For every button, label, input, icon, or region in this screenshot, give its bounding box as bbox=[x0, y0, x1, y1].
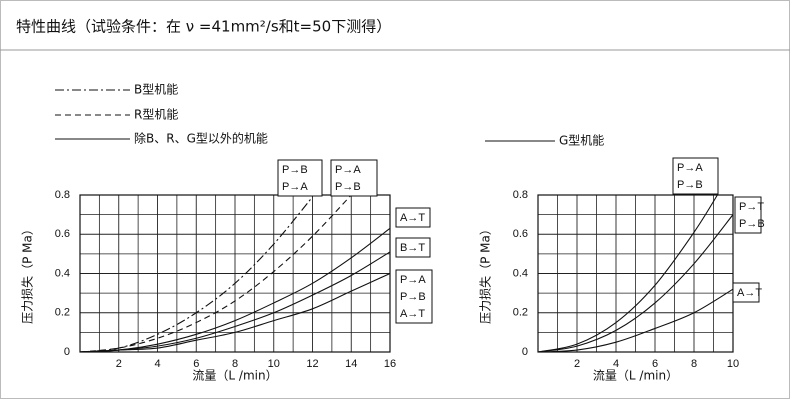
curve-label-box bbox=[734, 196, 762, 234]
curve-label-text: P→B bbox=[739, 218, 765, 230]
curve-label-text: P→A bbox=[282, 181, 308, 193]
curve-label-text: P→T bbox=[739, 201, 764, 213]
curve-label-text: P→B bbox=[282, 164, 308, 176]
curve-label: B→T bbox=[395, 237, 431, 258]
curve-label-box bbox=[732, 282, 760, 303]
legend-label: G型机能 bbox=[559, 134, 604, 148]
x-tick-label: 2 bbox=[574, 358, 580, 370]
curve-label-text: A→T bbox=[737, 287, 762, 299]
x-tick-label: 16 bbox=[384, 358, 396, 370]
curve-label-text: P→A bbox=[677, 162, 703, 174]
curve-label-text: P→B bbox=[677, 179, 703, 191]
x-tick-label: 6 bbox=[193, 358, 199, 370]
y-tick-label: 0.8 bbox=[513, 189, 528, 201]
curve bbox=[537, 194, 718, 353]
y-tick-label: 0 bbox=[64, 346, 70, 358]
legend-label: 除B、R、G型以外的机能 bbox=[134, 131, 268, 146]
curve-label: P→A P→B A→T bbox=[395, 269, 433, 324]
curve-label-box bbox=[277, 159, 323, 197]
curve-label-box bbox=[395, 237, 431, 258]
y-tick-label: 0.4 bbox=[55, 267, 70, 279]
curve-label-text: P→A bbox=[335, 164, 361, 176]
y-axis-label: 压力损失（P Ma） bbox=[20, 223, 35, 324]
x-axis-label: 流量（L /min） bbox=[192, 369, 277, 383]
x-tick-label: 8 bbox=[232, 358, 238, 370]
curve-label-text: P→B bbox=[335, 181, 361, 193]
header-title: 特性曲线（试验条件：在 ν =41mm²/s和t=50下测得） bbox=[16, 18, 391, 36]
curve-label-text: B→T bbox=[400, 242, 425, 254]
y-tick-label: 0.2 bbox=[513, 307, 528, 319]
y-tick-label: 0.2 bbox=[55, 307, 70, 319]
curve-label-text: A→T bbox=[400, 212, 425, 224]
x-tick-label: 8 bbox=[691, 358, 697, 370]
x-tick-label: 12 bbox=[306, 358, 318, 370]
curve bbox=[537, 214, 734, 353]
curve-label-text: A→T bbox=[400, 308, 425, 320]
y-axis-label: 压力损失（P Ma） bbox=[478, 223, 493, 324]
curve-label-box bbox=[395, 269, 433, 324]
y-tick-label: 0 bbox=[522, 346, 528, 358]
x-tick-label: 14 bbox=[345, 358, 357, 370]
x-tick-label: 4 bbox=[613, 358, 619, 370]
legend-label: R型机能 bbox=[134, 108, 178, 122]
curve-label: P→T P→B bbox=[734, 196, 765, 234]
x-axis-label: 流量（L /min） bbox=[593, 369, 678, 383]
curve bbox=[79, 194, 352, 353]
curve-label: A→T bbox=[395, 207, 431, 228]
curve-label-box bbox=[395, 207, 431, 228]
curve-label-text: P→B bbox=[400, 291, 426, 303]
curve-label: A→T bbox=[732, 282, 762, 303]
x-tick-label: 6 bbox=[652, 358, 658, 370]
x-tick-label: 2 bbox=[116, 358, 122, 370]
curve-label-box bbox=[672, 157, 719, 195]
curve-label-text: P→A bbox=[400, 274, 426, 286]
curve-label: P→B P→A bbox=[277, 159, 323, 197]
curve-label: P→A P→B bbox=[672, 157, 719, 195]
y-tick-label: 0.6 bbox=[513, 228, 528, 240]
y-tick-label: 0.4 bbox=[513, 267, 528, 279]
y-tick-label: 0.6 bbox=[55, 228, 70, 240]
x-tick-label: 10 bbox=[727, 358, 739, 370]
curve bbox=[79, 272, 391, 353]
curve bbox=[537, 288, 734, 353]
curve-label: P→A P→B bbox=[330, 159, 378, 197]
curve-label-box bbox=[330, 159, 378, 197]
x-tick-label: 4 bbox=[154, 358, 160, 370]
y-tick-label: 0.8 bbox=[55, 189, 70, 201]
curve bbox=[79, 196, 313, 353]
legend-label: B型机能 bbox=[134, 83, 178, 97]
x-tick-label: 10 bbox=[268, 358, 280, 370]
plot-frame bbox=[537, 194, 734, 353]
